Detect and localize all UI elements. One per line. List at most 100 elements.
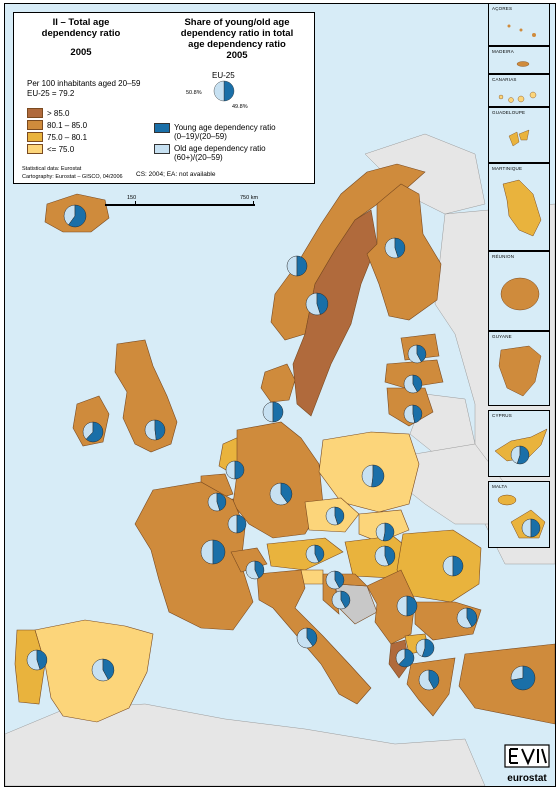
legend-year-right: 2005 bbox=[226, 50, 248, 61]
pie-austria bbox=[305, 544, 325, 564]
pie-austria-old-slice bbox=[305, 544, 320, 564]
pie-czech-republic-young-slice bbox=[334, 506, 345, 525]
pie-netherlands bbox=[225, 460, 245, 480]
pie-germany-young-slice bbox=[280, 482, 293, 504]
inset-cyprus-label: CYPRUS bbox=[492, 413, 512, 418]
inset-reunion-map bbox=[500, 277, 540, 311]
country-turkey bbox=[458, 643, 555, 725]
legend-swatch-young bbox=[154, 123, 170, 133]
pie-albania bbox=[395, 648, 415, 668]
pie-serbia-and-montenegro-old-slice bbox=[396, 595, 408, 617]
pie-turkey-young-slice bbox=[510, 665, 536, 691]
pie-slovakia-old-slice bbox=[375, 522, 386, 542]
pie-spain-old-slice bbox=[91, 658, 109, 682]
eurostat-logo: eurostat bbox=[504, 744, 550, 784]
pie-ireland bbox=[82, 421, 104, 443]
legend-title-left: II – Total age dependency ratio 2005 bbox=[26, 17, 136, 58]
pie-norway-young-slice bbox=[296, 255, 308, 277]
pie-france bbox=[200, 539, 226, 565]
legend-title-right-line2: dependency ratio in total bbox=[180, 28, 294, 39]
pie-poland-old-slice bbox=[361, 464, 374, 488]
pie-france-young-slice bbox=[212, 539, 226, 565]
pie-switzerland-young-slice bbox=[254, 560, 265, 579]
pie-switzerland-old-slice bbox=[245, 560, 260, 580]
pie-united-kingdom-old-slice bbox=[144, 419, 157, 441]
scale-bar-label-750: 750 km bbox=[240, 195, 259, 201]
pie-italy-young-slice bbox=[306, 627, 318, 647]
pie-malta bbox=[521, 518, 541, 538]
pie-denmark-young-slice bbox=[272, 401, 284, 423]
pie-croatia bbox=[331, 590, 351, 610]
inset-martinique: MARTINIQUE bbox=[488, 163, 550, 251]
pie-cyprus-inset-young-slice bbox=[516, 445, 530, 465]
pie-united-kingdom-young-slice bbox=[154, 419, 166, 441]
pie-malta-inset bbox=[521, 518, 541, 538]
legend-eu-value: EU-25 = 79.2 bbox=[27, 89, 75, 98]
legend-source-data: Statistical data: Eurostat bbox=[22, 166, 82, 172]
pie-iceland-old-slice bbox=[63, 204, 76, 226]
pie-finland-young-slice bbox=[394, 237, 406, 258]
pie-czech-republic bbox=[325, 506, 345, 526]
pie-belgium-young-slice bbox=[216, 492, 227, 511]
pie-poland-young-slice bbox=[371, 464, 385, 488]
inset-canarias-map bbox=[498, 91, 537, 103]
pie-romania-young-slice bbox=[452, 555, 464, 577]
map-frame: II – Total age dependency ratio 2005 Sha… bbox=[4, 3, 556, 787]
pie-germany-old-slice bbox=[269, 482, 288, 506]
eurostat-logo-mark bbox=[504, 744, 550, 768]
pie-estonia bbox=[407, 344, 427, 364]
country-serbia-and-montenegro bbox=[366, 569, 416, 645]
country-germany bbox=[232, 421, 324, 539]
inset-guyane-map bbox=[498, 345, 542, 397]
pie-lithuania bbox=[403, 404, 423, 424]
legend-swatch-class-1 bbox=[27, 108, 43, 118]
inset-acores-label: AÇORES bbox=[492, 6, 513, 11]
pie-lithuania-old-slice bbox=[403, 404, 415, 424]
inset-madeira-label: MADEIRA bbox=[492, 49, 514, 54]
pie-greece bbox=[418, 669, 440, 691]
pie-portugal-young-slice bbox=[36, 649, 48, 670]
legend-young-formula: (0–19)/(20–59) bbox=[174, 132, 227, 141]
inset-madeira-map bbox=[516, 61, 530, 67]
pie-ireland-old-slice bbox=[82, 421, 94, 440]
pie-austria-young-slice bbox=[314, 544, 325, 563]
legend-title-right-line3: age dependency ratio bbox=[188, 39, 286, 50]
pie-latvia bbox=[403, 374, 423, 394]
legend-old-label: Old age dependency ratio bbox=[174, 144, 266, 153]
legend-title-left-line1: II – Total age bbox=[52, 17, 110, 28]
pie-denmark bbox=[262, 401, 284, 423]
pie-cyprus bbox=[510, 445, 530, 465]
legend-per100-text: Per 100 inhabitants aged 20–59 bbox=[27, 79, 141, 88]
pie-romania-old-slice bbox=[442, 555, 454, 577]
legend-title-right: Share of young/old age dependency ratio … bbox=[162, 17, 312, 61]
pie-slovenia-young-slice bbox=[334, 570, 345, 589]
pie-malta-inset-young-slice bbox=[530, 518, 541, 538]
pie-croatia-young-slice bbox=[340, 590, 351, 609]
pie-poland bbox=[361, 464, 385, 488]
country-sweden bbox=[292, 209, 378, 417]
pie-bulgaria-old-slice bbox=[456, 607, 473, 629]
pie-luxembourg-old-slice bbox=[227, 514, 238, 534]
legend-eu-pie-label: EU-25 bbox=[212, 71, 235, 80]
legend-notes: CS: 2004; EA: not available bbox=[136, 171, 216, 178]
pie-germany bbox=[269, 482, 293, 506]
pie-hungary bbox=[374, 545, 396, 567]
pie-fyr-macedonia-old-slice bbox=[415, 638, 426, 657]
inset-acores-map bbox=[507, 24, 536, 37]
pie-spain-young-slice bbox=[102, 658, 115, 680]
pie-denmark-old-slice bbox=[262, 401, 274, 423]
pie-spain bbox=[91, 658, 115, 682]
pie-slovenia bbox=[325, 570, 345, 590]
pie-greece-old-slice bbox=[418, 669, 435, 691]
pie-chart-layer bbox=[26, 204, 536, 691]
pie-france-old-slice bbox=[200, 539, 214, 565]
pie-netherlands-young-slice bbox=[234, 460, 245, 480]
pie-malta-inset-old-slice bbox=[521, 518, 532, 538]
legend-class-4-label: <= 75.0 bbox=[47, 145, 75, 154]
country-france bbox=[134, 481, 254, 631]
legend-young-label: Young age dependency ratio bbox=[174, 123, 276, 132]
pie-albania-young-slice bbox=[398, 648, 415, 668]
country-latvia bbox=[384, 359, 444, 389]
pie-sweden bbox=[305, 292, 329, 316]
pie-italy-old-slice bbox=[296, 627, 314, 649]
